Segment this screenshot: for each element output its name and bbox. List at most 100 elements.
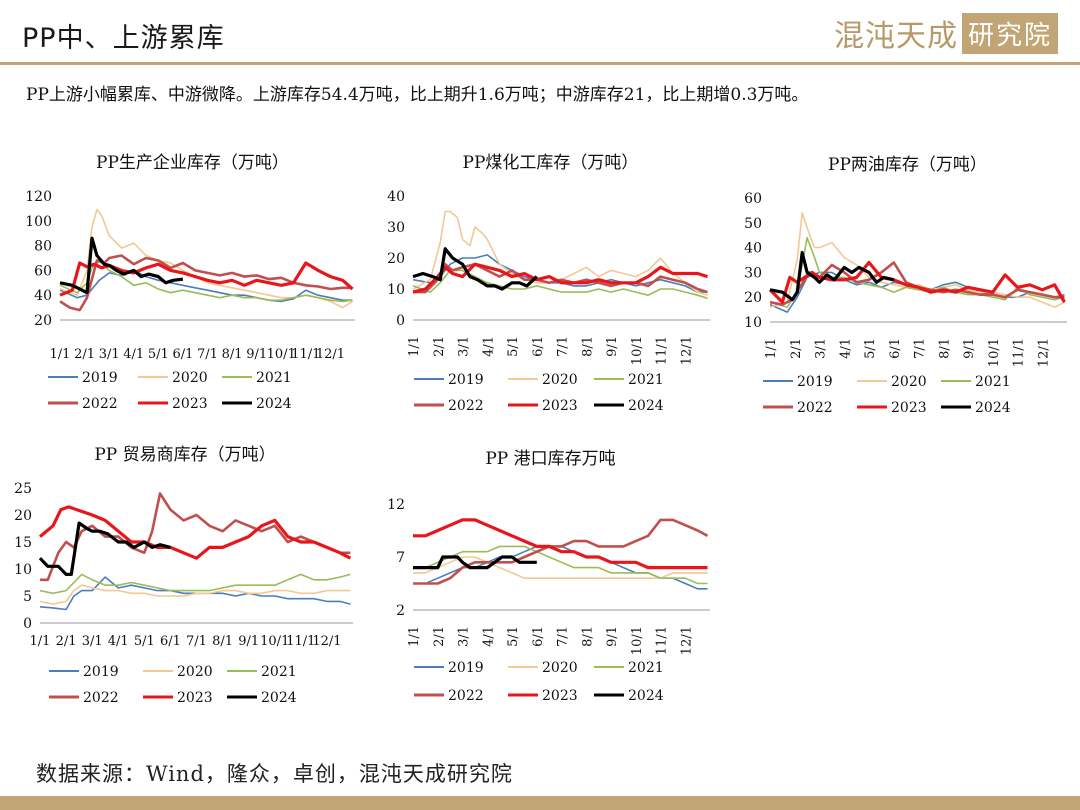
series-line-2023 bbox=[59, 261, 354, 297]
x-tick-label: 12/1 bbox=[679, 336, 694, 365]
x-tick-label: 7/1 bbox=[556, 626, 571, 647]
y-tick-label: 25 bbox=[14, 481, 32, 497]
logo-text-b: 研究院 bbox=[961, 12, 1058, 54]
y-tick-label: 20 bbox=[387, 251, 405, 267]
series-line-2022 bbox=[769, 261, 1065, 306]
x-tick-label: 7/1 bbox=[186, 634, 207, 649]
legend-label: 2019 bbox=[448, 660, 484, 676]
x-tick-label: 7/1 bbox=[913, 338, 928, 359]
header-rule bbox=[0, 62, 1080, 65]
x-tick-label: 12/1 bbox=[1036, 338, 1051, 367]
summary-text: PP上游小幅累库、中游微降。上游库存54.4万吨，比上期升1.6万吨；中游库存2… bbox=[26, 85, 809, 105]
x-tick-label: 6/1 bbox=[531, 336, 546, 357]
legend-label: 2023 bbox=[542, 688, 578, 704]
series-line-2024 bbox=[413, 555, 537, 570]
brand-logo: 混沌天成 研究院 bbox=[834, 12, 1058, 54]
legend-label: 2024 bbox=[975, 400, 1011, 416]
legend-label: 2022 bbox=[83, 690, 119, 706]
y-tick-label: 20 bbox=[34, 313, 52, 329]
x-tick-label: 9/1 bbox=[605, 626, 620, 647]
y-tick-label: 0 bbox=[23, 616, 32, 632]
page-title: PP中、上游累库 bbox=[22, 23, 225, 54]
x-tick-label: 3/1 bbox=[99, 347, 120, 362]
x-tick-label: 2/1 bbox=[56, 634, 77, 649]
legend-label: 2024 bbox=[261, 690, 297, 706]
x-tick-label: 1/1 bbox=[764, 338, 779, 359]
series-line-2022 bbox=[40, 492, 351, 582]
y-tick-label: 10 bbox=[14, 562, 32, 578]
y-tick-label: 20 bbox=[744, 290, 762, 306]
series-line-2020 bbox=[59, 208, 353, 309]
legend-label: 2022 bbox=[448, 688, 484, 704]
legend-label: 2024 bbox=[256, 396, 292, 412]
x-tick-label: 3/1 bbox=[457, 336, 472, 357]
x-tick-label: 7/1 bbox=[556, 336, 571, 357]
series-line-2021 bbox=[412, 269, 708, 300]
legend-label: 2019 bbox=[797, 374, 833, 390]
x-tick-label: 1/1 bbox=[30, 634, 51, 649]
x-tick-label: 6/1 bbox=[172, 347, 193, 362]
x-tick-label: 1/1 bbox=[407, 336, 422, 357]
x-tick-label: 4/1 bbox=[108, 634, 129, 649]
y-tick-label: 10 bbox=[744, 315, 762, 331]
x-tick-label: 11/1 bbox=[1012, 338, 1027, 367]
chart-two-oil-inventory: PP两油库存（万吨） 10 20 30 40 50 60 1/1 2/1 3/1 4/1 5/1 6/1… bbox=[744, 155, 1067, 416]
footer-bar bbox=[0, 796, 1080, 810]
x-tick-label: 10/1 bbox=[267, 347, 296, 362]
x-tick-label: 12/1 bbox=[316, 347, 345, 362]
series-line-2019 bbox=[39, 576, 351, 611]
x-tick-label: 5/1 bbox=[134, 634, 155, 649]
x-tick-label: 8/1 bbox=[937, 338, 952, 359]
x-tick-label: 8/1 bbox=[580, 336, 595, 357]
x-tick-label: 11/1 bbox=[291, 347, 320, 362]
y-tick-label: 60 bbox=[744, 191, 762, 207]
y-tick-label: 7 bbox=[396, 550, 405, 566]
y-tick-label: 10 bbox=[387, 282, 405, 298]
y-tick-label: 30 bbox=[744, 265, 762, 281]
x-tick-label: 5/1 bbox=[506, 336, 521, 357]
x-tick-label: 2/1 bbox=[789, 338, 804, 359]
x-tick-label: 8/1 bbox=[212, 634, 233, 649]
legend-label: 2021 bbox=[256, 370, 292, 386]
legend-label: 2020 bbox=[542, 660, 578, 676]
x-tick-label: 7/1 bbox=[197, 347, 218, 362]
chart-trader-inventory: PP 贸易商库存（万吨） 0 5 10 15 20 25 1/1 2/1 3/1 4/1 5/1 6/1… bbox=[14, 445, 353, 706]
series-line-2022 bbox=[413, 518, 709, 585]
x-tick-label: 11/1 bbox=[286, 634, 315, 649]
x-tick-label: 12/1 bbox=[679, 626, 694, 655]
legend-label: 2020 bbox=[172, 370, 208, 386]
series-line-2021 bbox=[413, 545, 708, 585]
legend-label: 2023 bbox=[172, 396, 208, 412]
series-line-2023 bbox=[412, 262, 708, 294]
x-tick-label: 11/1 bbox=[655, 626, 670, 655]
x-tick-label: 3/1 bbox=[82, 634, 103, 649]
x-tick-label: 11/1 bbox=[655, 336, 670, 365]
legend-label: 2023 bbox=[891, 400, 927, 416]
legend-label: 2020 bbox=[177, 664, 213, 680]
x-tick-label: 2/1 bbox=[74, 347, 95, 362]
x-tick-label: 12/1 bbox=[312, 634, 341, 649]
series-line-2022 bbox=[59, 254, 353, 312]
legend-label: 2022 bbox=[797, 400, 833, 416]
y-tick-label: 20 bbox=[14, 508, 32, 524]
y-tick-label: 40 bbox=[34, 288, 52, 304]
legend-label: 2020 bbox=[542, 372, 578, 388]
series-line-2024 bbox=[59, 236, 184, 295]
x-tick-label: 10/1 bbox=[260, 634, 289, 649]
legend-label: 2022 bbox=[82, 396, 118, 412]
y-tick-label: 2 bbox=[396, 603, 405, 619]
legend-label: 2020 bbox=[891, 374, 927, 390]
chart-title: PP 贸易商库存（万吨） bbox=[94, 445, 275, 465]
x-tick-label: 4/1 bbox=[123, 347, 144, 362]
logo-text-a: 混沌天成 bbox=[833, 19, 958, 54]
x-tick-label: 5/1 bbox=[863, 338, 878, 359]
series-line-2024 bbox=[412, 247, 538, 291]
x-tick-label: 10/1 bbox=[987, 338, 1002, 367]
chart-title: PP 港口库存万吨 bbox=[485, 449, 615, 469]
legend-label: 2021 bbox=[628, 372, 664, 388]
x-tick-label: 4/1 bbox=[838, 338, 853, 359]
series-line-2024 bbox=[769, 250, 895, 302]
y-tick-label: 0 bbox=[396, 313, 405, 329]
legend-label: 2022 bbox=[448, 398, 484, 414]
legend-label: 2024 bbox=[628, 398, 664, 414]
